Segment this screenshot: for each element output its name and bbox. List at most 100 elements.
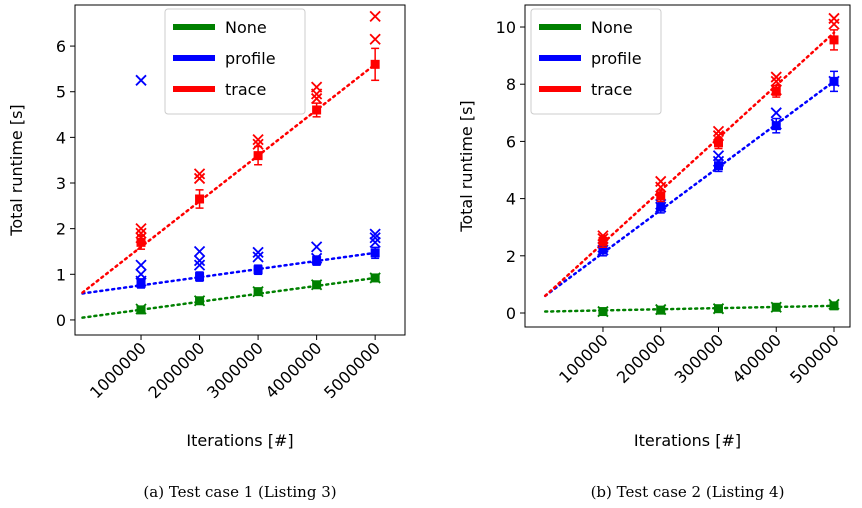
subplot: 0 2 4 6 8 10 100000 200000 300000 400000 500000 Tot… bbox=[457, 4, 851, 501]
sample-marker bbox=[828, 12, 840, 25]
x-tick-label: 100000 bbox=[555, 330, 612, 387]
mean-marker bbox=[771, 121, 781, 131]
y-tick-label: 0 bbox=[56, 311, 66, 330]
legend-label: None bbox=[225, 18, 267, 37]
y-axis-label: Total runtime [s] bbox=[457, 100, 476, 232]
legend-label: profile bbox=[225, 49, 276, 68]
y-tick-label: 0 bbox=[506, 304, 516, 323]
sample-marker bbox=[135, 259, 147, 271]
sample-marker bbox=[712, 155, 725, 168]
x-tick-label: 4000000 bbox=[262, 338, 326, 402]
sample-marker bbox=[252, 134, 264, 146]
fit-line bbox=[81, 63, 377, 294]
sample-marker bbox=[655, 175, 667, 188]
mean-marker bbox=[829, 301, 839, 311]
mean-marker bbox=[713, 161, 723, 171]
sample-marker bbox=[770, 71, 782, 83]
mean-marker bbox=[771, 86, 781, 96]
sample-marker bbox=[135, 227, 147, 239]
fit-line bbox=[543, 304, 836, 313]
mean-marker bbox=[656, 191, 666, 201]
sample-marker bbox=[770, 107, 782, 119]
sample-marker bbox=[310, 241, 323, 253]
sample-marker bbox=[310, 279, 323, 291]
legend-label: trace bbox=[591, 80, 632, 99]
mean-marker bbox=[370, 59, 380, 69]
sample-marker bbox=[193, 168, 206, 180]
fit-line bbox=[543, 31, 836, 298]
sample-marker bbox=[369, 228, 381, 240]
fit-line bbox=[81, 251, 377, 295]
mean-marker bbox=[136, 278, 146, 288]
plot-frame bbox=[524, 4, 851, 328]
y-tick-label: 2 bbox=[56, 220, 66, 239]
sample-marker bbox=[369, 33, 381, 45]
sample-marker bbox=[770, 118, 782, 130]
y-tick-label: 2 bbox=[506, 247, 516, 266]
sample-marker bbox=[193, 259, 206, 271]
mean-marker bbox=[136, 237, 146, 247]
y-tick-label: 6 bbox=[506, 132, 516, 151]
y-tick-label: 4 bbox=[506, 190, 516, 209]
sample-marker bbox=[310, 92, 323, 105]
y-tick-label: 5 bbox=[56, 83, 66, 102]
x-tick-label: 400000 bbox=[728, 330, 785, 387]
sample-marker bbox=[597, 232, 609, 245]
x-tick-label: 5000000 bbox=[320, 338, 384, 402]
legend-label: trace bbox=[225, 80, 266, 99]
sample-marker bbox=[252, 246, 264, 259]
y-tick-label: 1 bbox=[56, 265, 66, 284]
fit-line bbox=[81, 276, 377, 319]
sample-marker bbox=[655, 201, 667, 213]
mean-marker bbox=[370, 248, 380, 258]
caption: (a) Test case 1 (Listing 3) bbox=[143, 483, 336, 501]
sample-marker bbox=[712, 150, 725, 162]
sample-marker bbox=[770, 75, 782, 87]
mean-marker bbox=[312, 256, 322, 266]
sample-marker bbox=[655, 181, 667, 193]
subplot: 0 1 2 3 4 5 6 100000020000003000000400000050000… bbox=[7, 4, 406, 501]
x-tick-label: 1000000 bbox=[86, 338, 150, 402]
legend: None profile trace bbox=[530, 8, 662, 115]
x-tick-label: 3000000 bbox=[203, 338, 267, 402]
x-tick-label: 200000 bbox=[613, 330, 670, 387]
mean-marker bbox=[829, 35, 839, 45]
mean-marker bbox=[253, 265, 263, 275]
mean-marker bbox=[312, 105, 322, 115]
sample-marker bbox=[310, 252, 323, 264]
sample-marker bbox=[770, 301, 782, 313]
sample-marker bbox=[369, 272, 381, 284]
sample-marker bbox=[193, 295, 206, 307]
sample-marker bbox=[369, 232, 381, 244]
sample-marker bbox=[828, 298, 840, 311]
legend-label: None bbox=[591, 18, 633, 37]
sample-marker bbox=[252, 138, 264, 150]
sample-marker bbox=[597, 305, 609, 318]
y-tick-label: 6 bbox=[56, 37, 66, 56]
sample-marker bbox=[770, 84, 782, 96]
y-tick-label: 4 bbox=[56, 128, 66, 147]
sample-marker bbox=[828, 75, 840, 87]
sample-marker bbox=[135, 223, 147, 235]
sample-marker bbox=[193, 172, 206, 185]
x-tick-label: 2000000 bbox=[145, 338, 209, 402]
plot-frame bbox=[74, 4, 406, 336]
mean-marker bbox=[598, 236, 608, 246]
sample-marker bbox=[828, 18, 840, 30]
sample-marker bbox=[310, 88, 323, 100]
x-axis-label: Iterations [#] bbox=[186, 431, 293, 450]
sample-marker bbox=[655, 303, 667, 316]
sample-marker bbox=[712, 303, 725, 315]
y-tick-label: 3 bbox=[56, 174, 66, 193]
sample-marker bbox=[369, 10, 381, 23]
sample-marker bbox=[135, 74, 147, 86]
sample-marker bbox=[193, 245, 206, 258]
y-tick-label: 10 bbox=[496, 18, 516, 37]
mean-marker bbox=[713, 138, 723, 148]
sample-marker bbox=[135, 275, 147, 287]
y-axis-label: Total runtime [s] bbox=[7, 104, 26, 236]
sample-marker bbox=[597, 230, 609, 242]
sample-marker bbox=[712, 130, 725, 142]
